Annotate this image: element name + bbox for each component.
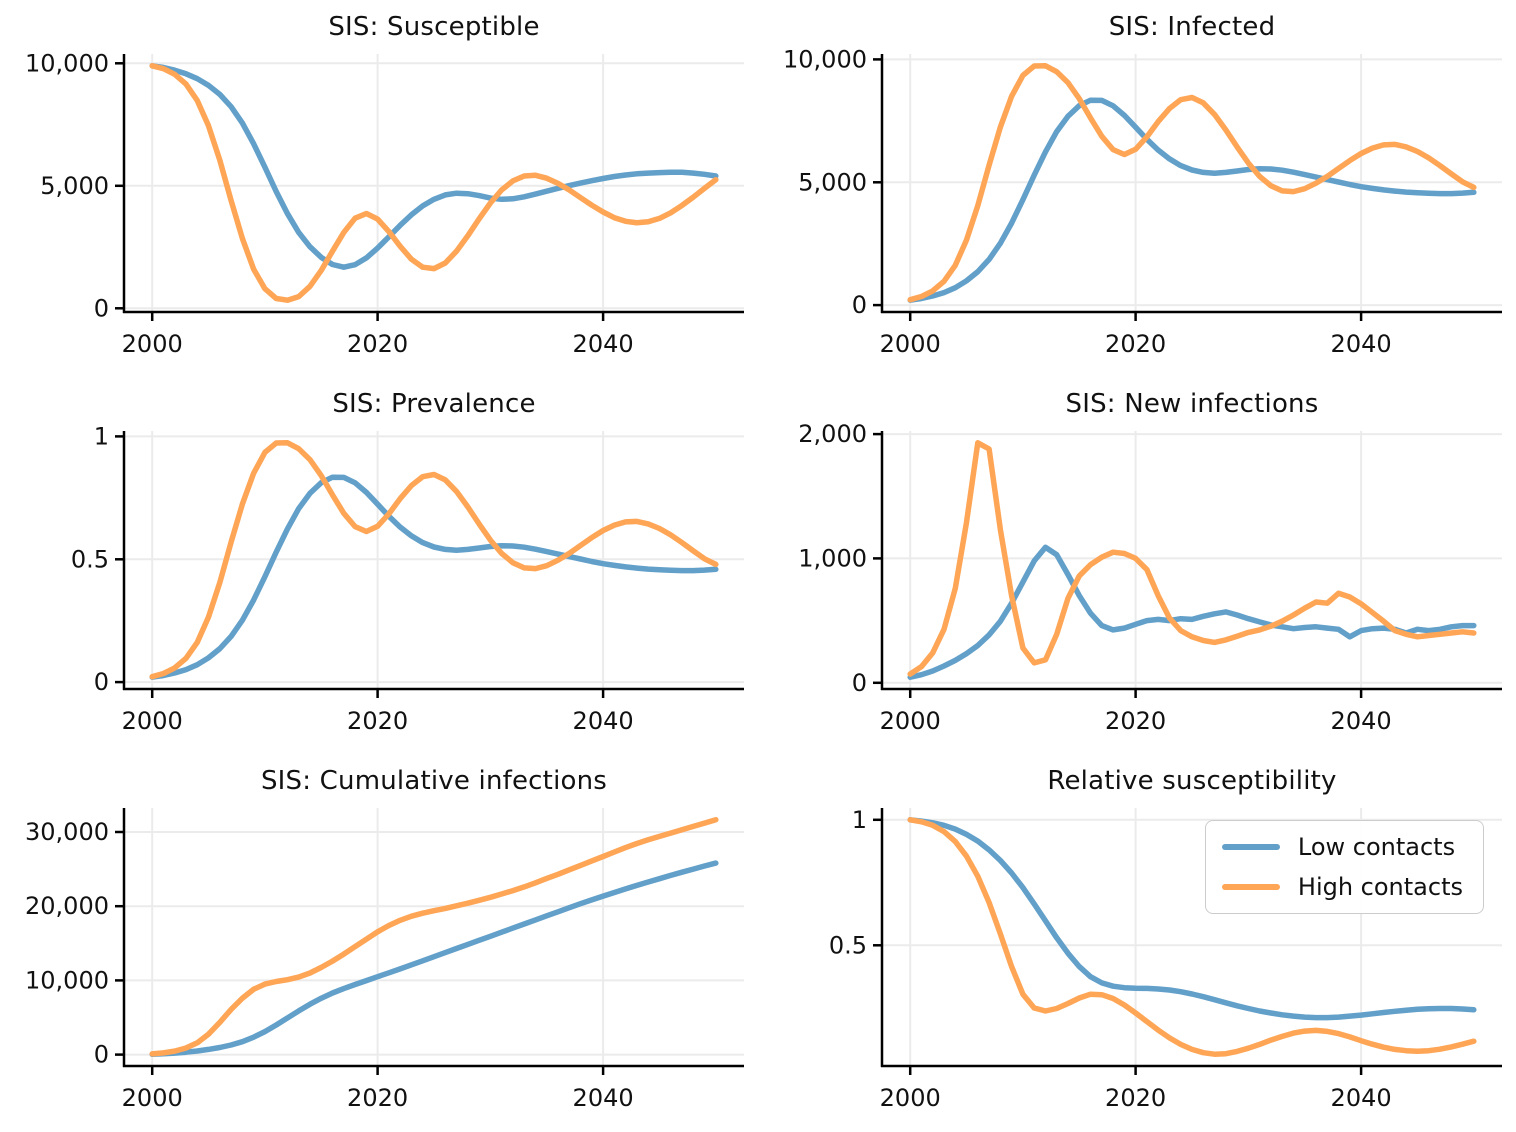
y-tick-label: 5,000: [40, 172, 109, 200]
x-tick-label: 2020: [347, 707, 408, 735]
low-contacts-swatch: [1221, 844, 1280, 850]
legend-item-high-contacts: High contacts: [1221, 873, 1463, 901]
sis-infected-low-contacts-line: [907, 97, 1477, 303]
x-tick-label: 2040: [573, 330, 634, 358]
y-tick-label: 20,000: [25, 892, 109, 920]
legend-item-low-contacts: Low contacts: [1221, 833, 1463, 861]
y-tick-label: 1,000: [798, 544, 867, 572]
sis-prevalence-low-contacts-line: [149, 474, 719, 680]
sis-new-infections-low-contacts-line: [907, 544, 1477, 680]
subplot-sis-prevalence: SIS: Prevalence 2000 2020 2040 0 0.5 1: [0, 377, 758, 754]
x-tick-label: 2040: [1331, 330, 1392, 358]
x-tick-label: 2020: [1105, 1084, 1166, 1112]
x-tick-label: 2020: [1105, 707, 1166, 735]
y-tick-label: 30,000: [25, 818, 109, 846]
plot-area-susceptible: 2000 2020 2040 0 5,000 10,000: [25, 49, 744, 358]
sis-new-infections-high-contacts-line: [907, 440, 1477, 677]
sis-susceptible-high-contacts-line: [149, 63, 719, 303]
chart-title-prevalence: SIS: Prevalence: [332, 389, 536, 419]
x-tick-label: 2020: [1105, 330, 1166, 358]
legend: Low contacts High contacts: [1204, 820, 1484, 914]
y-tick-label: 1: [94, 422, 109, 450]
y-tick-label: 0.5: [71, 545, 109, 573]
subplot-sis-susceptible: SIS: Susceptible 2000 2020 2040 0 5,000 10,00…: [0, 0, 758, 377]
chart-title-relative-susceptibility: Relative susceptibility: [1047, 766, 1337, 796]
subplot-sis-infected: SIS: Infected 2000 2020 2040 0 5,000 10,000: [758, 0, 1516, 377]
sis-cumulative-infections-high-contacts-line: [149, 816, 719, 1057]
chart-title-infected: SIS: Infected: [1108, 12, 1276, 42]
plot-area-new-infections: 2000 2020 2040 0 1,000 2,000: [798, 420, 1502, 735]
x-tick-label: 2040: [1331, 707, 1392, 735]
y-tick-label: 0: [852, 669, 867, 697]
x-tick-label: 2000: [880, 1084, 941, 1112]
y-tick-label: 0: [852, 291, 867, 319]
y-tick-label: 0: [94, 668, 109, 696]
plot-area-cumulative-infections: 2000 2020 2040 0 10,000 20,000 30,000: [25, 808, 744, 1112]
sis-susceptible-low-contacts-line: [149, 63, 719, 270]
sis-cumulative-infections-low-contacts-line: [149, 860, 719, 1058]
y-tick-label: 5,000: [798, 168, 867, 196]
legend-label-low-contacts: Low contacts: [1297, 833, 1456, 861]
plot-area-infected: 2000 2020 2040 0 5,000 10,000: [783, 45, 1502, 358]
x-tick-label: 2000: [880, 707, 941, 735]
y-tick-label: 10,000: [25, 49, 109, 77]
plot-area-prevalence: 2000 2020 2040 0 0.5 1: [71, 422, 744, 735]
y-tick-label: 0: [94, 294, 109, 322]
x-tick-label: 2000: [122, 707, 183, 735]
x-tick-label: 2000: [880, 330, 941, 358]
plot-area-relative-susceptibility: 2000 2020 2040 0.5 1: [829, 806, 1502, 1112]
sis-prevalence-high-contacts-line: [149, 440, 719, 680]
subplot-sis-new-infections: SIS: New infections 2000 2020 2040 0 1,000 2,…: [758, 377, 1516, 754]
chart-title-new-infections: SIS: New infections: [1065, 389, 1319, 419]
y-tick-label: 10,000: [25, 966, 109, 994]
relative-susceptibility-high-contacts-line: [907, 817, 1477, 1057]
sis-infected-high-contacts-line: [907, 63, 1477, 303]
y-tick-label: 10,000: [783, 45, 867, 73]
x-tick-label: 2020: [347, 330, 408, 358]
high-contacts-swatch: [1221, 884, 1280, 890]
chart-title-cumulative-infections: SIS: Cumulative infections: [260, 766, 608, 796]
x-tick-label: 2020: [347, 1084, 408, 1112]
x-tick-label: 2040: [573, 707, 634, 735]
y-tick-label: 1: [852, 806, 867, 834]
x-tick-label: 2040: [1331, 1084, 1392, 1112]
legend-label-high-contacts: High contacts: [1297, 873, 1463, 901]
subplot-sis-cumulative-infections: SIS: Cumulative infections 2000 2020 2040 0…: [0, 754, 758, 1131]
x-tick-label: 2000: [122, 1084, 183, 1112]
subplot-relative-susceptibility: Relative susceptibility 2000 2020 2040 0.5 1…: [758, 754, 1516, 1131]
y-tick-label: 0: [94, 1041, 109, 1069]
y-tick-label: 0.5: [829, 931, 867, 959]
y-tick-label: 2,000: [798, 420, 867, 448]
x-tick-label: 2040: [573, 1084, 634, 1112]
relative-susceptibility-low-contacts-line: [907, 817, 1477, 1021]
chart-title-susceptible: SIS: Susceptible: [328, 12, 540, 42]
x-tick-label: 2000: [122, 330, 183, 358]
